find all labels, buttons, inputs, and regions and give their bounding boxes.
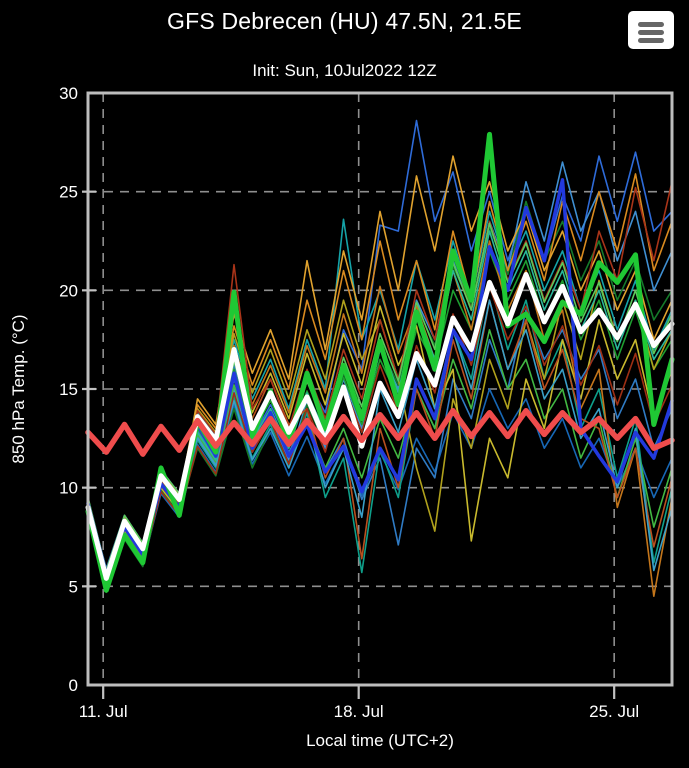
series-layer	[85, 119, 675, 598]
x-tick-label: 11. Jul	[79, 702, 128, 721]
ensemble-mean-white	[85, 272, 675, 581]
y-tick-label: 20	[59, 281, 78, 300]
x-tick-label: 18. Jul	[334, 702, 384, 721]
y-tick-label: 25	[59, 183, 78, 202]
axis-labels-layer: 11. Jul 18. Jul 25. Jul 0 5 10 15 20 25 30	[59, 84, 639, 721]
climate-mean-red	[85, 407, 675, 457]
y-tick-label: 10	[59, 479, 78, 498]
x-tick-label: 25. Jul	[589, 702, 639, 721]
y-axis-title: 850 hPa Temp. (°C)	[9, 314, 28, 463]
y-tick-label: 5	[69, 577, 78, 596]
ensemble-member-20	[87, 222, 673, 572]
chart-context-menu-button[interactable]	[628, 11, 674, 49]
hamburger-menu-icon	[638, 22, 664, 43]
chart-title: GFS Debrecen (HU) 47.5N, 21.5E	[167, 8, 522, 34]
x-axis-title: Local time (UTC+2)	[306, 731, 454, 750]
y-tick-label: 0	[69, 676, 78, 695]
ensemble-member-09	[87, 200, 673, 594]
y-tick-label: 15	[59, 380, 78, 399]
y-tick-label: 30	[59, 84, 78, 103]
chart-subtitle: Init: Sun, 10Jul2022 12Z	[252, 61, 437, 80]
